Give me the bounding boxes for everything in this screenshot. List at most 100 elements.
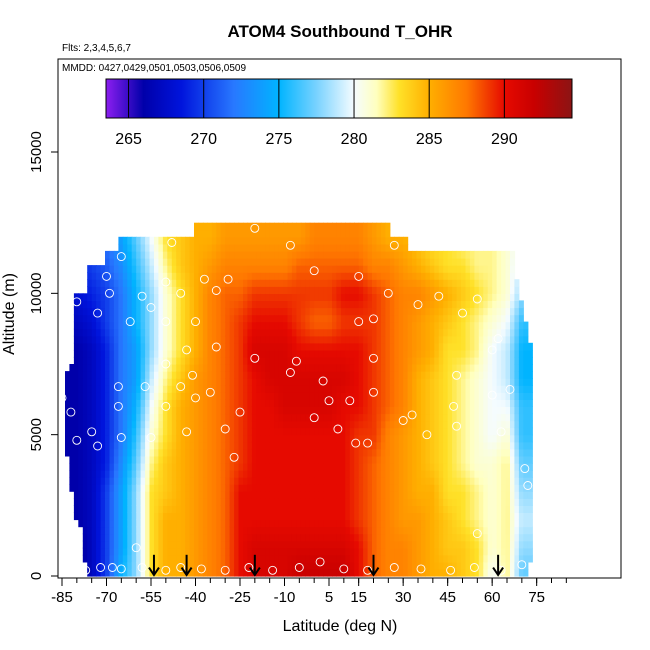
- field-cell: [234, 477, 240, 485]
- field-cell: [238, 222, 244, 231]
- field-cell: [465, 335, 471, 344]
- field-cell: [421, 413, 426, 422]
- field-cell: [278, 342, 284, 351]
- field-cell: [87, 568, 93, 577]
- field-cell: [372, 406, 378, 415]
- field-cell: [149, 399, 155, 407]
- field-cell: [305, 378, 311, 386]
- field-cell: [456, 427, 462, 436]
- field-cell: [416, 349, 422, 358]
- field-cell: [465, 434, 471, 443]
- field-cell: [180, 314, 186, 323]
- field-cell: [510, 512, 516, 521]
- field-cell: [456, 420, 462, 429]
- field-cell: [354, 279, 360, 287]
- field-cell: [510, 392, 516, 400]
- field-cell: [162, 307, 168, 316]
- field-cell: [434, 462, 440, 471]
- field-cell: [207, 222, 213, 231]
- field-cell: [487, 477, 493, 485]
- field-cell: [518, 392, 524, 400]
- field-cell: [336, 300, 342, 309]
- field-cell: [167, 321, 173, 330]
- field-cell: [91, 540, 97, 549]
- field-cell: [483, 258, 489, 266]
- field-cell: [510, 448, 516, 457]
- field-cell: [162, 561, 168, 570]
- field-cell: [438, 378, 444, 386]
- field-cell: [487, 505, 493, 513]
- field-cell: [483, 250, 489, 259]
- field-cell: [238, 250, 244, 259]
- field-cell: [318, 293, 324, 301]
- sample-point: [196, 564, 206, 574]
- field-cell: [314, 413, 320, 422]
- field-cell: [354, 293, 360, 301]
- field-cell: [474, 554, 480, 563]
- field-cell: [113, 349, 119, 358]
- field-cell: [336, 356, 342, 365]
- field-cell: [87, 307, 93, 316]
- field-cell: [274, 385, 280, 393]
- field-cell: [363, 314, 369, 323]
- field-cell: [305, 498, 311, 506]
- field-cell: [354, 392, 360, 400]
- field-cell: [492, 448, 498, 457]
- field-cell: [345, 307, 351, 316]
- field-cell: [247, 335, 253, 344]
- field-cell: [118, 300, 124, 309]
- field-cell: [305, 307, 311, 316]
- field-cell: [394, 286, 400, 294]
- field-cell: [140, 243, 146, 252]
- field-cell: [407, 300, 413, 309]
- field-cell: [474, 399, 480, 407]
- field-cell: [398, 300, 404, 309]
- field-cell: [238, 371, 244, 379]
- field-cell: [185, 448, 191, 457]
- field-cell: [291, 307, 297, 316]
- field-cell: [305, 300, 311, 309]
- field-cell: [122, 547, 128, 556]
- field-cell: [398, 349, 404, 358]
- field-cell: [478, 392, 484, 400]
- field-cell: [318, 314, 324, 323]
- field-cell: [251, 349, 257, 358]
- field-cell: [372, 512, 378, 521]
- field-cell: [376, 462, 382, 471]
- field-cell: [367, 540, 373, 549]
- field-cell: [158, 413, 164, 422]
- field-cell: [376, 385, 382, 393]
- field-cell: [158, 427, 164, 436]
- sample-point: [291, 356, 301, 366]
- field-cell: [336, 371, 342, 379]
- field-cell: [305, 554, 311, 563]
- field-cell: [162, 448, 168, 457]
- field-cell: [469, 406, 475, 415]
- field-cell: [256, 364, 262, 372]
- field-cell: [318, 335, 324, 344]
- field-cell: [260, 349, 266, 358]
- field-cell: [389, 236, 395, 245]
- field-cell: [113, 484, 119, 492]
- field-cell: [211, 568, 217, 577]
- field-cell: [176, 371, 182, 379]
- field-cell: [189, 279, 195, 287]
- field-cell: [207, 243, 213, 252]
- field-cell: [465, 533, 471, 542]
- field-cell: [327, 265, 333, 273]
- sample-point: [229, 452, 239, 462]
- field-cell: [131, 413, 137, 422]
- field-cell: [158, 250, 164, 259]
- field-cell: [380, 258, 386, 266]
- field-cell: [429, 342, 435, 351]
- field-cell: [332, 505, 337, 513]
- field-cell: [162, 286, 168, 294]
- sample-point: [161, 317, 171, 327]
- field-cell: [73, 371, 79, 379]
- field-cell: [220, 568, 226, 577]
- field-cell: [340, 342, 346, 351]
- field-cell: [127, 434, 133, 443]
- field-cell: [456, 413, 462, 422]
- field-cell: [394, 307, 400, 316]
- field-cell: [91, 293, 97, 301]
